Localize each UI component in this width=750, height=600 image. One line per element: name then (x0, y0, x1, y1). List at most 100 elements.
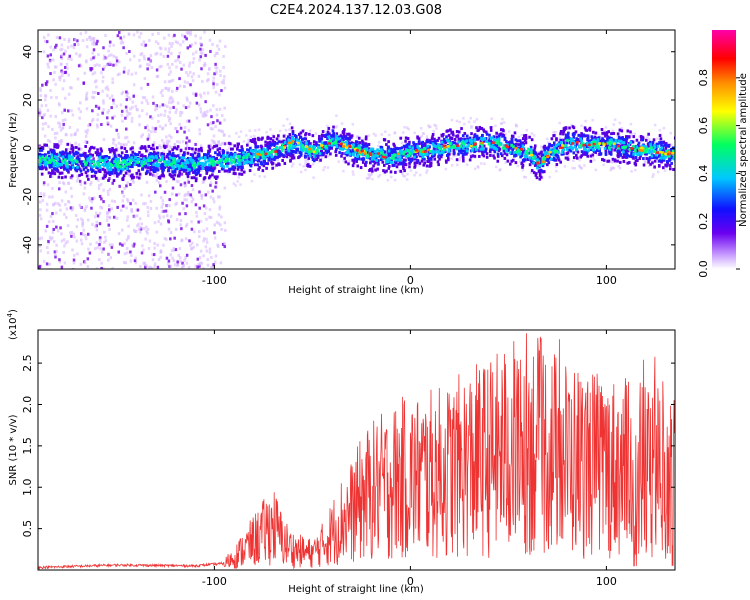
spectrogram-ridge-cell (530, 138, 534, 142)
spectrogram-ridge-cell (663, 150, 667, 154)
spectrogram-ridge-cell (71, 150, 75, 154)
spectrogram-noise-cell (139, 32, 143, 36)
spectrogram-noise-cell (502, 121, 506, 124)
spectrogram-noise-cell (185, 198, 188, 202)
spectrogram-noise-cell (111, 77, 114, 81)
spectrogram-ridge-cell (479, 144, 482, 148)
spectrogram-ridge-cell (306, 163, 309, 167)
spectrogram-noise-cell (578, 158, 581, 162)
spectrogram-ridge-cell (659, 137, 663, 141)
spectrogram-noise-cell (41, 199, 45, 203)
spectrogram-ridge-cell (408, 145, 412, 149)
spectrogram-noise-cell (176, 264, 179, 268)
spectrogram-noise-cell (58, 36, 62, 40)
spectrogram-noise-cell (123, 66, 126, 70)
spectrogram-ridge-cell (53, 145, 57, 149)
spectrogram-noise-cell (598, 134, 601, 137)
spectrogram-ridge-cell (569, 149, 573, 153)
spectrogram-noise-cell (151, 95, 155, 99)
spectrogram-noise-cell (356, 135, 359, 138)
spectrogram-noise-cell (104, 86, 108, 90)
spectrogram-ridge-cell (134, 159, 138, 163)
spectrogram-ridge-cell (625, 135, 629, 139)
spectrogram-ridge-cell (213, 157, 216, 161)
spectrogram-noise-cell (73, 235, 76, 239)
spectrogram-noise-cell (124, 116, 127, 120)
spectrogram-noise-cell (185, 237, 188, 241)
spectrogram-noise-cell (218, 39, 222, 43)
spectrogram-ridge-cell (248, 169, 252, 173)
spectrogram-ridge-cell (465, 152, 468, 156)
spectrogram-ridge-cell (325, 141, 329, 145)
spectrogram-ridge-cell (636, 158, 639, 162)
spectrogram-noise-cell (400, 136, 404, 139)
spectrogram-ridge-cell (440, 142, 444, 146)
spectrogram-ridge-cell (449, 128, 452, 132)
spectrogram-noise-cell (185, 204, 189, 208)
spectrogram-noise-cell (402, 174, 405, 177)
spectrogram-noise-cell (44, 103, 48, 107)
spectrogram-ridge-cell (598, 149, 601, 153)
spectrogram-ridge-cell (311, 134, 315, 138)
spectrogram-noise-cell (171, 100, 175, 104)
spectrogram-ridge-cell (328, 132, 331, 136)
spectrogram-ridge-cell (553, 133, 556, 137)
spectrogram-ridge-cell (217, 159, 221, 163)
spectrogram-noise-cell (188, 61, 192, 65)
spectrogram-noise-cell (516, 164, 520, 168)
spectrogram-noise-cell (175, 179, 179, 183)
spectrogram-ridge-cell (364, 142, 368, 146)
spectrogram-noise-cell (201, 114, 204, 118)
spectrogram-noise-cell (195, 101, 199, 105)
spectrogram-ridge-cell (501, 128, 505, 132)
spectrogram-noise-cell (591, 156, 595, 159)
spectrogram-noise-cell (46, 54, 50, 58)
spectrogram-noise-cell (147, 149, 150, 153)
spectrogram-noise-cell (82, 81, 86, 85)
spectrogram-ridge-cell (629, 130, 632, 134)
spectrogram-noise-cell (169, 264, 172, 268)
spectrogram-noise-cell (108, 61, 112, 65)
spectrogram-ridge-cell (154, 167, 158, 171)
spectrogram-ridge-cell (488, 137, 492, 141)
spectrogram-ridge-cell (360, 157, 363, 161)
spectrogram-noise-cell (142, 248, 145, 252)
spectrogram-ridge-cell (135, 163, 139, 167)
spectrogram-ridge-cell (79, 153, 82, 157)
spectrogram-noise-cell (82, 192, 86, 196)
spectrogram-noise-cell (173, 33, 176, 37)
spectrogram-noise-cell (151, 32, 154, 36)
spectrogram-noise-cell (210, 171, 214, 175)
spectrogram-noise-cell (157, 220, 160, 224)
spectrogram-ridge-cell (635, 148, 639, 152)
spectrogram-noise-cell (90, 206, 93, 210)
spectrogram-noise-cell (119, 36, 122, 40)
spectrogram-ridge-cell (496, 154, 500, 158)
spectrogram-noise-cell (165, 135, 168, 139)
spectrogram-noise-cell (146, 227, 150, 231)
spectrogram-ridge-cell (228, 153, 232, 157)
spectrogram-noise-cell (113, 114, 116, 118)
spectrogram-ridge-cell (510, 159, 514, 163)
spectrogram-ridge-cell (273, 155, 277, 159)
spectrogram-noise-cell (153, 246, 156, 250)
spectrogram-ridge-cell (133, 152, 137, 156)
spectrogram-ridge-cell (577, 133, 581, 137)
spectrogram-noise-cell (209, 195, 213, 199)
spectrogram-noise-cell (168, 119, 171, 123)
spectrogram-ridge-cell (311, 145, 315, 149)
spectrogram-ridge-cell (368, 168, 372, 172)
spectrogram-ridge-cell (421, 146, 425, 150)
spectrogram-noise-cell (213, 260, 217, 264)
spectrogram-ridge-cell (659, 158, 662, 162)
spectrogram-ridge-cell (176, 145, 180, 149)
spectrogram-noise-cell (223, 221, 227, 225)
spectrogram-ridge-cell (348, 149, 352, 153)
spectrogram-noise-cell (167, 148, 170, 152)
spectrogram-noise-cell (194, 264, 197, 268)
spectrogram-noise-cell (74, 38, 77, 42)
spectrogram-ridge-cell (244, 153, 248, 157)
spectrogram-noise-cell (188, 139, 191, 143)
